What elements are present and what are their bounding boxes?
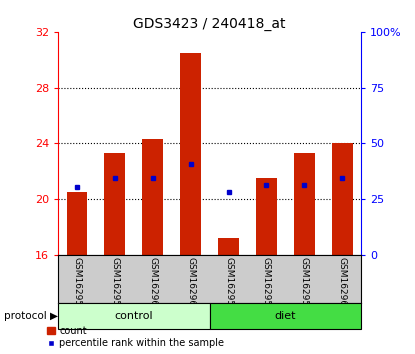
Text: GSM162956: GSM162956 [224,257,233,312]
Bar [67,192,88,255]
Text: control: control [115,311,153,321]
Bar [294,153,315,255]
Text: GSM162958: GSM162958 [110,257,120,312]
Text: GSM162954: GSM162954 [73,257,81,312]
Bar [105,153,125,255]
Text: GSM162957: GSM162957 [262,257,271,312]
Bar [332,143,352,255]
Title: GDS3423 / 240418_at: GDS3423 / 240418_at [133,17,286,31]
Legend: count, percentile rank within the sample: count, percentile rank within the sample [46,325,225,349]
Bar [58,303,210,329]
Bar [218,238,239,255]
Bar [142,139,163,255]
Text: diet: diet [275,311,296,321]
Text: GSM162959: GSM162959 [300,257,309,312]
Text: GSM162961: GSM162961 [338,257,347,312]
Text: GSM162962: GSM162962 [186,257,195,312]
Text: protocol ▶: protocol ▶ [4,311,58,321]
Text: GSM162960: GSM162960 [148,257,157,312]
Bar [210,303,361,329]
Bar [180,53,201,255]
Bar [256,178,277,255]
